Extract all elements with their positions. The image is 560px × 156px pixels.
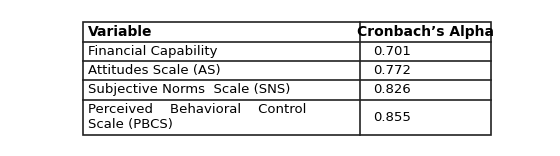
Text: 0.701: 0.701 — [374, 45, 412, 58]
Text: 0.855: 0.855 — [374, 111, 412, 124]
Text: Cronbach’s Alpha: Cronbach’s Alpha — [357, 25, 494, 39]
Text: Variable: Variable — [88, 25, 153, 39]
Text: 0.826: 0.826 — [374, 83, 411, 96]
Text: 0.772: 0.772 — [374, 64, 412, 77]
Text: Financial Capability: Financial Capability — [88, 45, 218, 58]
Text: Subjective Norms  Scale (SNS): Subjective Norms Scale (SNS) — [88, 83, 291, 96]
Text: Perceived    Behavioral    Control
Scale (PBCS): Perceived Behavioral Control Scale (PBCS… — [88, 103, 307, 131]
Text: Attitudes Scale (AS): Attitudes Scale (AS) — [88, 64, 221, 77]
